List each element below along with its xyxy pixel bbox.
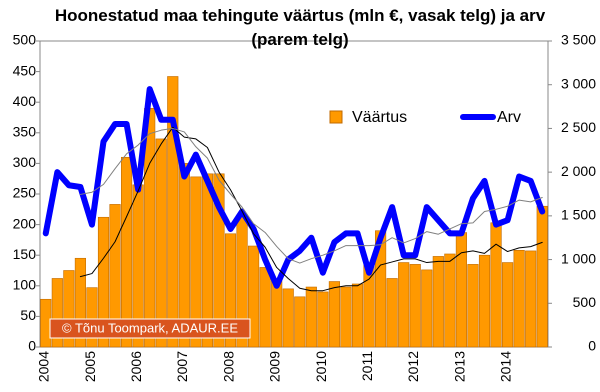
x-tick-label: 2005 [82, 351, 98, 382]
chart-title: Hoonestatud maa tehingute väärtus (mln €… [54, 6, 546, 49]
y2-tick-label: 1 000 [561, 250, 596, 266]
y2-tick-label: 2 000 [561, 163, 596, 179]
bar [536, 205, 548, 348]
bar [74, 257, 86, 348]
bar [97, 216, 110, 348]
y-tick-label: 500 [13, 32, 37, 48]
bar [398, 262, 410, 348]
bar [305, 286, 317, 348]
x-tick-label: 2008 [220, 351, 236, 382]
y-tick-label: 350 [13, 124, 37, 140]
bar [259, 267, 271, 348]
x-tick-label: 2011 [359, 351, 375, 381]
x-tick-label: 2006 [128, 351, 144, 382]
y2-tick-label: 3 000 [561, 75, 596, 91]
bar [294, 296, 306, 348]
x-tick-label: 2010 [313, 351, 329, 382]
trend-line [79, 126, 543, 292]
bar [444, 253, 456, 348]
bar [86, 287, 98, 348]
bar [409, 264, 421, 348]
series-line [42, 86, 546, 289]
legend-label: Väärtus [352, 109, 407, 126]
bar [386, 278, 398, 348]
legend-swatch [329, 110, 343, 124]
bar [432, 256, 444, 348]
y2-tick-label: 500 [573, 294, 597, 310]
bar [40, 298, 52, 348]
bar [167, 76, 179, 348]
x-tick-label: 2014 [498, 351, 514, 382]
bar [340, 286, 352, 348]
bar [317, 291, 329, 348]
y-tick-label: 50 [20, 307, 36, 323]
x-tick-label: 2012 [405, 351, 421, 382]
bar [328, 281, 340, 348]
annotation: © Tõnu Toompark, ADAUR.EE [62, 320, 238, 335]
bar [502, 262, 514, 348]
x-tick-label: 2009 [267, 351, 283, 382]
bar [51, 278, 63, 348]
bar [467, 264, 479, 348]
bar [513, 250, 525, 348]
y2-tick-label: 3 500 [561, 32, 596, 48]
bar [155, 138, 167, 348]
bar [248, 245, 260, 348]
y-tick-label: 200 [13, 215, 37, 231]
bar [109, 204, 121, 348]
legend-label: Arv [497, 109, 521, 126]
bar [490, 222, 502, 348]
bar [224, 233, 237, 348]
x-tick-label: 2004 [36, 351, 52, 382]
x-tick-label: 2007 [174, 351, 190, 382]
y2-tick-label: 1 500 [561, 207, 596, 223]
y-tick-label: 450 [13, 62, 37, 78]
bar [271, 280, 283, 348]
y-tick-label: 300 [13, 154, 37, 170]
bar [213, 173, 225, 348]
bar [455, 232, 467, 348]
bar [63, 270, 75, 348]
y-tick-label: 250 [13, 185, 37, 201]
y2-tick-label: 2 500 [561, 119, 596, 135]
y-tick-label: 150 [13, 246, 37, 262]
bar [363, 264, 375, 348]
bar [190, 176, 202, 348]
trend-line [79, 127, 543, 264]
bar [121, 156, 133, 348]
bar [525, 250, 537, 348]
x-tick-label: 2013 [451, 351, 467, 382]
bar [478, 254, 491, 348]
y-tick-label: 400 [13, 93, 37, 109]
y2-tick-label: 0 [588, 338, 596, 354]
bar [282, 288, 294, 348]
y-tick-label: 100 [13, 277, 37, 293]
annotation-box [49, 318, 251, 339]
bar [421, 269, 433, 348]
y-tick-label: 0 [28, 338, 36, 354]
bar [351, 283, 364, 348]
